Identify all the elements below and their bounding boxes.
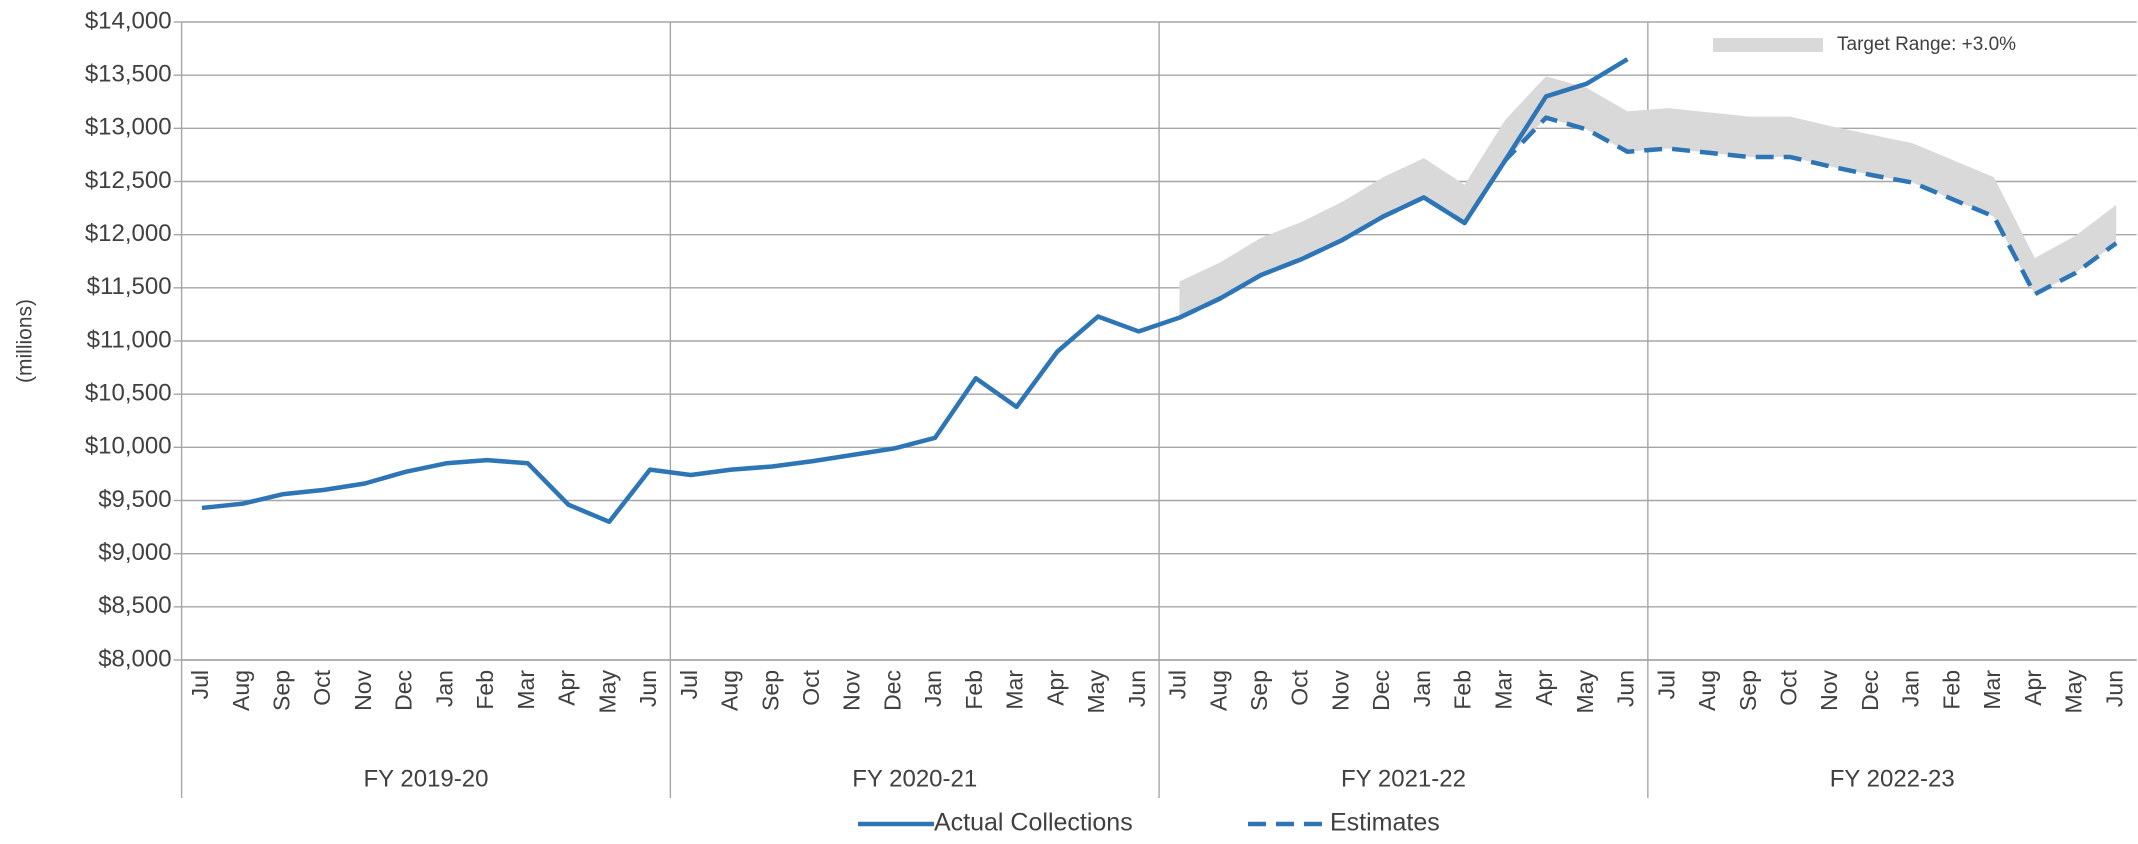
x-tick-label: Jun <box>1124 670 1150 707</box>
group-label: FY 2021-22 <box>1341 765 1466 792</box>
x-tick-label: Jul <box>676 670 702 699</box>
x-tick-label: Oct <box>309 669 335 705</box>
x-tick-label: May <box>1572 670 1598 714</box>
x-tick-label: Jun <box>1613 670 1639 707</box>
x-tick-label: Dec <box>1368 670 1394 711</box>
y-tick-label: $8,000 <box>98 645 171 672</box>
target-band <box>1179 76 2117 318</box>
group-label: FY 2019-20 <box>363 765 488 792</box>
y-tick-label: $11,000 <box>87 326 172 353</box>
y-tick-label: $9,500 <box>98 486 171 513</box>
x-tick-label: Oct <box>1775 669 1801 705</box>
group-label: FY 2022-23 <box>1830 765 1955 792</box>
x-tick-label: Jul <box>1653 670 1679 699</box>
x-tick-label: Nov <box>350 670 376 711</box>
x-tick-label: Aug <box>717 670 743 711</box>
x-tick-label: Jun <box>635 670 661 707</box>
x-tick-label: Apr <box>1531 670 1557 706</box>
x-tick-label: Sep <box>269 670 295 711</box>
x-tick-label: Apr <box>1042 670 1068 706</box>
x-tick-label: Feb <box>1938 670 1964 710</box>
x-tick-label: Mar <box>1979 670 2005 710</box>
y-tick-label: $12,500 <box>85 167 172 194</box>
x-tick-label: Feb <box>961 670 987 710</box>
x-tick-label: Jul <box>187 670 213 699</box>
x-tick-label: Mar <box>1490 670 1516 710</box>
x-tick-label: Mar <box>513 670 539 710</box>
y-tick-label: $11,500 <box>87 273 172 300</box>
x-tick-label: May <box>594 670 620 714</box>
y-tick-label: $10,500 <box>85 380 172 407</box>
x-tick-label: May <box>2061 670 2087 714</box>
legend-swatch <box>1713 38 1823 52</box>
y-tick-label: $12,000 <box>85 220 172 247</box>
series-line <box>201 57 1629 525</box>
x-tick-label: Nov <box>1816 670 1842 711</box>
x-tick-label: Jun <box>2101 670 2127 707</box>
legend-label: Target Range: +3.0% <box>1837 34 2016 55</box>
x-tick-label: Jan <box>920 670 946 707</box>
y-tick-label: $10,000 <box>85 433 172 460</box>
y-tick-label: $14,000 <box>85 7 172 34</box>
x-tick-label: Apr <box>2020 670 2046 706</box>
x-tick-label: Sep <box>757 670 783 711</box>
y-axis-label: (millions) <box>14 299 37 383</box>
legend-label: Actual Collections <box>934 809 1133 837</box>
y-tick-label: $13,000 <box>85 114 172 141</box>
y-tick-label: $9,000 <box>98 539 171 566</box>
x-tick-label: Dec <box>1857 670 1883 711</box>
x-tick-label: Apr <box>554 670 580 706</box>
x-tick-label: Jan <box>1898 670 1924 707</box>
x-tick-label: May <box>1083 670 1109 714</box>
y-tick-label: $13,500 <box>85 61 172 88</box>
x-tick-label: Feb <box>472 670 498 710</box>
x-tick-label: Dec <box>391 670 417 711</box>
x-tick-label: Oct <box>1287 669 1313 705</box>
x-tick-label: Jan <box>1409 670 1435 707</box>
y-tick-label: $8,500 <box>98 592 171 619</box>
x-tick-label: Nov <box>1327 670 1353 711</box>
group-label: FY 2020-21 <box>852 765 977 792</box>
x-tick-label: Aug <box>228 670 254 711</box>
x-tick-label: Dec <box>879 670 905 711</box>
x-tick-label: Feb <box>1450 670 1476 710</box>
x-tick-label: Jan <box>431 670 457 707</box>
x-tick-label: Sep <box>1246 670 1272 711</box>
x-tick-label: Sep <box>1735 670 1761 711</box>
x-tick-label: Aug <box>1694 670 1720 711</box>
x-tick-label: Mar <box>1002 670 1028 710</box>
x-tick-label: Jul <box>1165 670 1191 699</box>
legend-label: Estimates <box>1330 809 1440 837</box>
x-tick-label: Nov <box>839 670 865 711</box>
x-tick-label: Aug <box>1205 670 1231 711</box>
x-tick-label: Oct <box>798 669 824 705</box>
